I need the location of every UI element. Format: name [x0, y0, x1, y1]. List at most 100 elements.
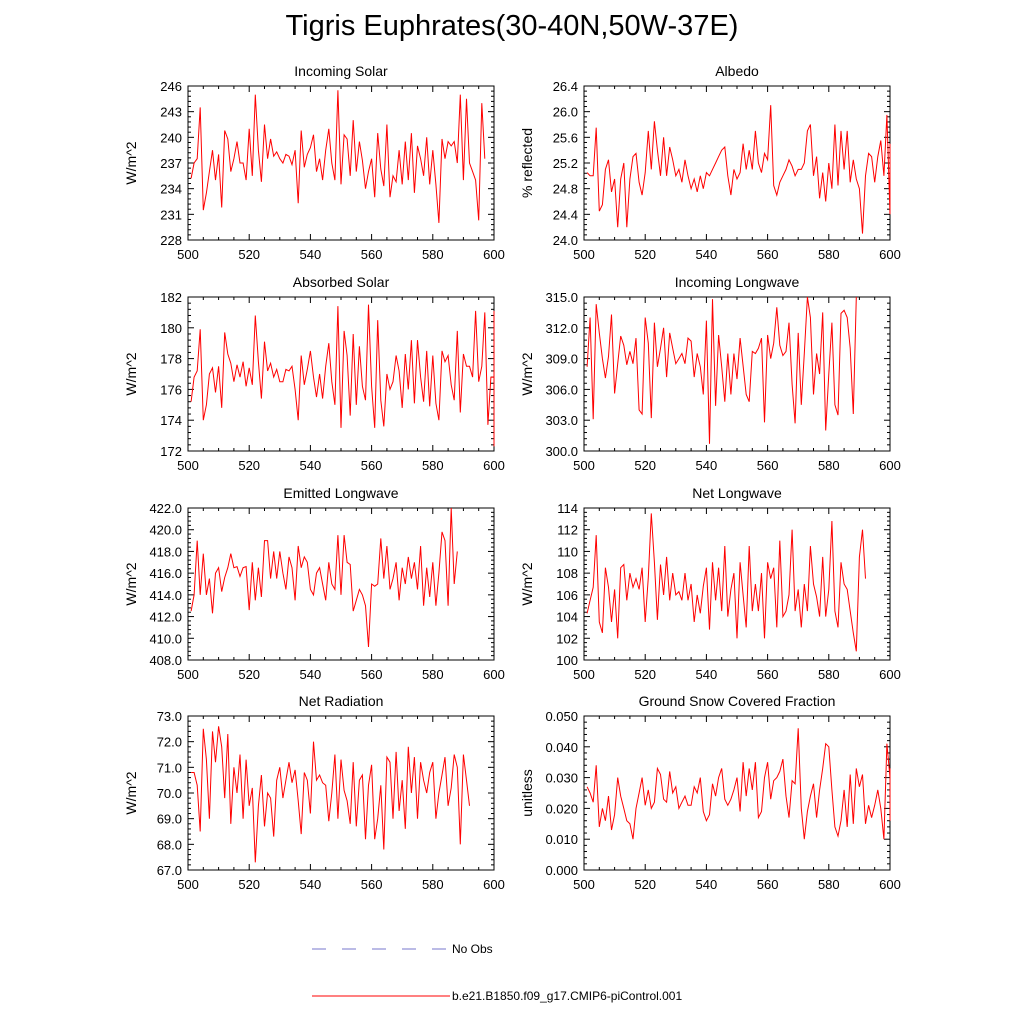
- y-axis-label: W/m^2: [123, 771, 139, 814]
- chart-title: Net Radiation: [299, 693, 384, 709]
- x-tick-label: 560: [757, 667, 779, 682]
- y-tick-label: 0.030: [545, 771, 578, 786]
- y-tick-label: 422.0: [149, 501, 182, 516]
- x-tick-label: 540: [300, 667, 322, 682]
- x-tick-label: 500: [177, 667, 199, 682]
- x-tick-label: 520: [634, 458, 656, 473]
- y-tick-label: 408.0: [149, 653, 182, 668]
- x-tick-label: 540: [696, 877, 718, 892]
- y-tick-label: 73.0: [157, 709, 182, 724]
- y-axis-label: unitless: [519, 769, 535, 816]
- series-line: [190, 304, 495, 447]
- y-tick-label: 178: [160, 352, 182, 367]
- y-tick-label: 418.0: [149, 544, 182, 559]
- chart-title: Incoming Solar: [294, 63, 388, 79]
- y-tick-label: 410.0: [149, 631, 182, 646]
- x-tick-label: 600: [879, 247, 901, 262]
- x-tick-label: 580: [422, 877, 444, 892]
- y-tick-label: 412.0: [149, 610, 182, 625]
- y-tick-label: 420.0: [149, 523, 182, 538]
- legend: [312, 948, 450, 997]
- x-tick-label: 500: [177, 877, 199, 892]
- y-tick-label: 70.0: [157, 786, 182, 801]
- chart-panel-2: Albedo % reflected 500 520 540 560 580 600 24.0 2…: [519, 63, 901, 262]
- y-tick-label: 0.040: [545, 740, 578, 755]
- x-tick-label: 540: [696, 667, 718, 682]
- y-tick-label: 67.0: [157, 863, 182, 878]
- y-tick-label: 24.8: [553, 182, 578, 197]
- x-tick-label: 500: [177, 247, 199, 262]
- chart-title: Emitted Longwave: [283, 485, 398, 501]
- x-tick-label: 520: [238, 247, 260, 262]
- series-line: [586, 296, 857, 444]
- y-tick-label: 300.0: [545, 444, 578, 459]
- series-line: [586, 728, 891, 840]
- x-tick-label: 600: [483, 667, 505, 682]
- y-tick-label: 112: [557, 523, 578, 538]
- chart-panel-1: Incoming Solar W/m^2 500 520 540 560 580 600 228…: [123, 63, 505, 262]
- y-tick-label: 69.0: [157, 812, 182, 827]
- y-tick-label: 71.0: [157, 760, 182, 775]
- y-tick-label: 176: [160, 382, 182, 397]
- y-tick-label: 180: [160, 321, 182, 336]
- chart-panel-5: Emitted Longwave W/m^2 500 520 540 560 580 600 4…: [123, 485, 505, 682]
- x-tick-label: 500: [573, 877, 595, 892]
- y-tick-label: 174: [160, 413, 182, 428]
- x-tick-label: 560: [757, 458, 779, 473]
- x-tick-label: 500: [177, 458, 199, 473]
- x-tick-label: 600: [483, 458, 505, 473]
- chart-title: Albedo: [715, 63, 759, 79]
- y-tick-label: 414.0: [149, 588, 182, 603]
- y-tick-label: 25.2: [553, 156, 578, 171]
- y-axis-label: W/m^2: [123, 141, 139, 184]
- x-tick-label: 560: [757, 877, 779, 892]
- y-tick-label: 0.010: [545, 832, 578, 847]
- y-tick-label: 240: [160, 130, 182, 145]
- x-tick-label: 520: [634, 247, 656, 262]
- x-tick-label: 540: [696, 458, 718, 473]
- chart-panel-7: Net Radiation W/m^2 500 520 540 560 580 600 67.0…: [123, 693, 505, 892]
- plot-frame: [583, 85, 891, 241]
- y-tick-label: 102: [556, 631, 578, 646]
- y-tick-label: 0.050: [545, 709, 578, 724]
- x-tick-label: 600: [483, 877, 505, 892]
- chart-title: Ground Snow Covered Fraction: [639, 693, 836, 709]
- x-tick-label: 580: [818, 458, 840, 473]
- series-line: [190, 90, 486, 223]
- y-tick-label: 228: [160, 233, 182, 248]
- legend-case-label: b.e21.B1850.f09_g17.CMIP6-piControl.001: [452, 989, 683, 1003]
- y-tick-label: 100: [556, 653, 578, 668]
- x-tick-label: 540: [696, 247, 718, 262]
- y-tick-label: 231: [160, 207, 182, 222]
- x-tick-label: 560: [361, 247, 383, 262]
- x-tick-label: 520: [238, 667, 260, 682]
- chart-title: Absorbed Solar: [293, 274, 390, 290]
- x-tick-label: 580: [818, 667, 840, 682]
- y-tick-label: 26.0: [553, 105, 578, 120]
- y-axis-label: W/m^2: [519, 562, 535, 605]
- y-tick-label: 306.0: [545, 382, 578, 397]
- x-tick-label: 580: [422, 247, 444, 262]
- y-tick-label: 416.0: [149, 566, 182, 581]
- chart-panel-4: Incoming Longwave W/m^2 500 520 540 560 580 600…: [519, 274, 901, 473]
- x-tick-label: 540: [300, 877, 322, 892]
- series-line: [586, 513, 866, 652]
- x-tick-label: 520: [634, 667, 656, 682]
- y-tick-label: 110: [557, 544, 578, 559]
- plot-frame: [187, 85, 495, 241]
- x-tick-label: 500: [573, 458, 595, 473]
- y-tick-label: 26.4: [553, 79, 578, 94]
- y-tick-label: 237: [160, 156, 182, 171]
- x-tick-label: 540: [300, 458, 322, 473]
- x-tick-label: 580: [422, 458, 444, 473]
- x-tick-label: 500: [573, 247, 595, 262]
- x-tick-label: 580: [818, 247, 840, 262]
- y-axis-label: W/m^2: [123, 352, 139, 395]
- y-tick-label: 172: [160, 444, 182, 459]
- y-tick-label: 0.020: [545, 801, 578, 816]
- plot-frame: [187, 507, 495, 661]
- y-tick-label: 0.000: [545, 863, 578, 878]
- series-line: [586, 105, 891, 234]
- y-axis-label: W/m^2: [519, 352, 535, 395]
